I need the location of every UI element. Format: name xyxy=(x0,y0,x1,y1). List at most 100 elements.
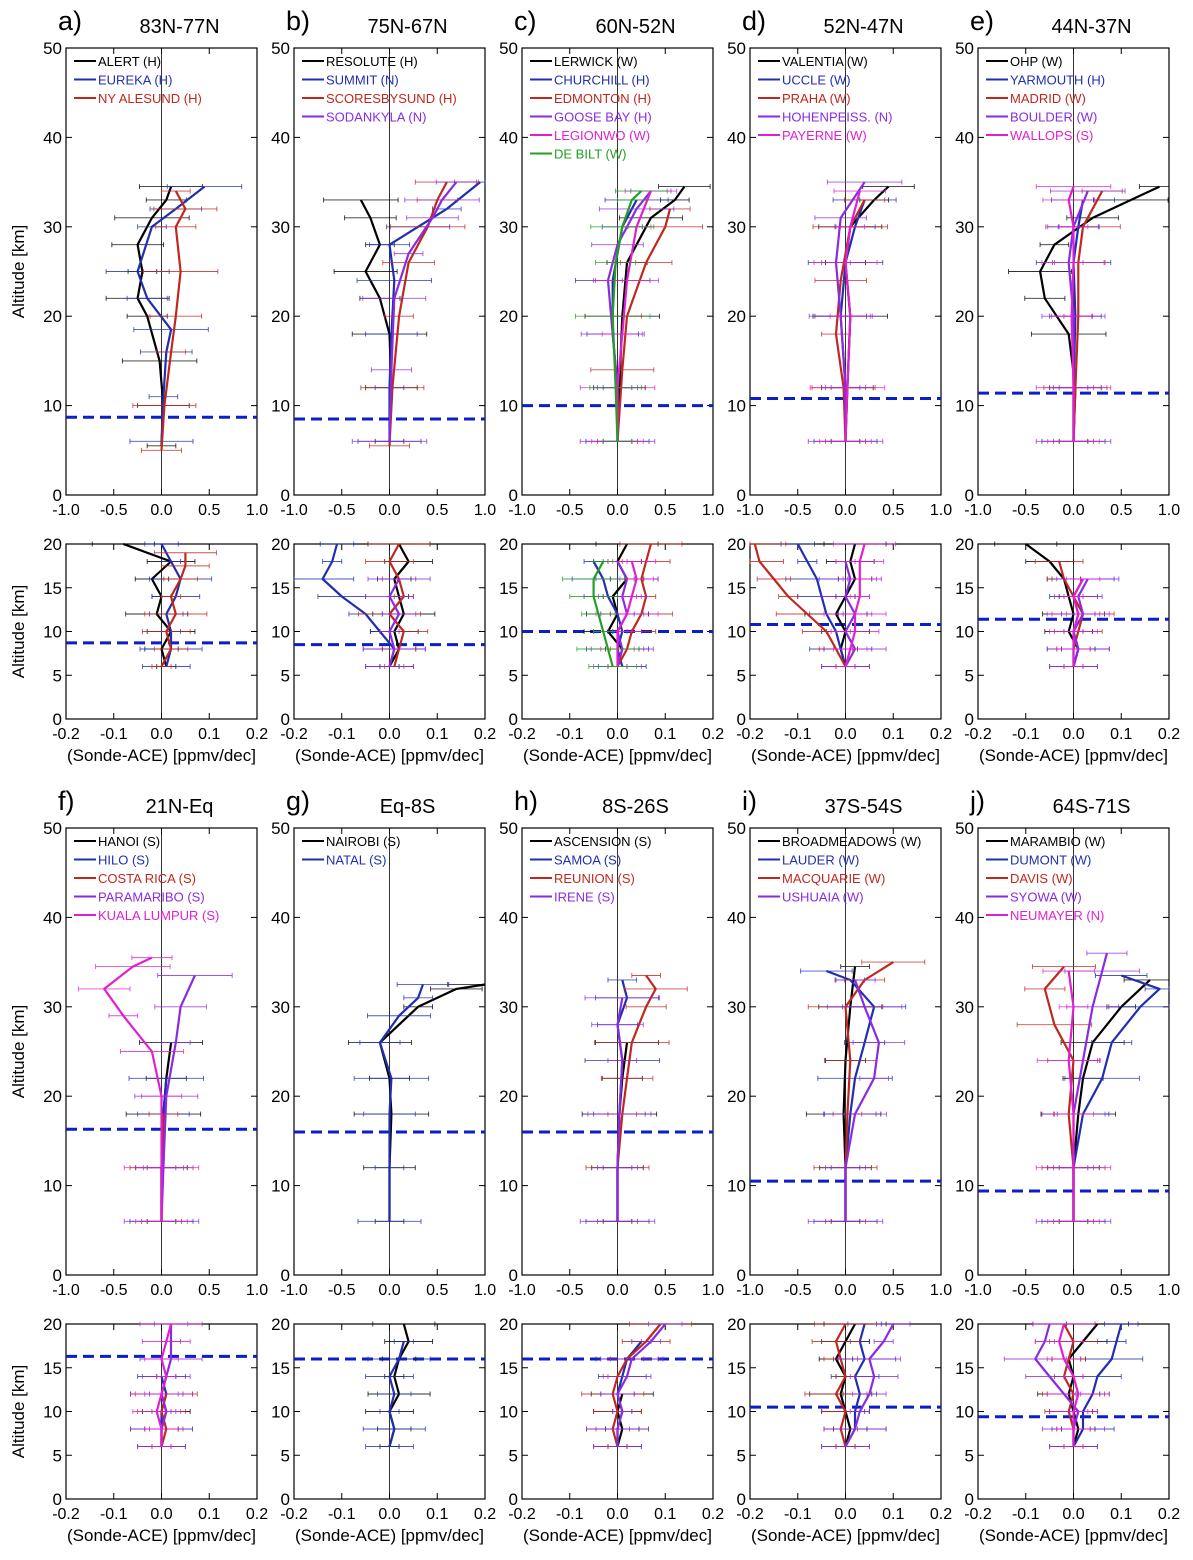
series-line-lower xyxy=(155,1323,173,1447)
x-tick-label: -1.0 xyxy=(736,502,764,519)
series-line-lower xyxy=(592,560,614,667)
y-tick-label: 20 xyxy=(499,535,518,554)
y-tick-label: 0 xyxy=(737,1266,746,1285)
y-tick-label: 10 xyxy=(955,623,974,642)
y-tick-label: 20 xyxy=(499,1315,518,1334)
x-tick-label: 1.0 xyxy=(702,502,724,519)
x-tick-label: 0.2 xyxy=(1158,1506,1180,1523)
legend-label: WALLOPS (S) xyxy=(1010,128,1093,143)
series-line-lower xyxy=(1058,1323,1080,1447)
y-axis-label: Altitude [km] xyxy=(9,1365,28,1459)
series-line-lower xyxy=(753,543,847,668)
x-tick-label: -0.1 xyxy=(556,1506,584,1523)
legend-label: SYOWA (W) xyxy=(1010,890,1082,905)
x-tick-label: 1.0 xyxy=(474,502,496,519)
series-line-upper xyxy=(388,181,458,442)
x-tick-label: -1.0 xyxy=(280,1282,308,1299)
x-tick-label: -0.2 xyxy=(736,726,764,743)
x-axis-label: (Sonde-ACE) [ppmv/dec] xyxy=(67,1526,256,1545)
y-tick-label: 0 xyxy=(737,1490,746,1509)
y-tick-label: 10 xyxy=(955,397,974,416)
legend-label: ALERT (H) xyxy=(98,54,161,69)
y-tick-label: 15 xyxy=(271,1359,290,1378)
x-tick-label: 0.5 xyxy=(1110,502,1132,519)
y-tick-label: 10 xyxy=(271,1403,290,1422)
x-tick-label: -0.1 xyxy=(1012,1506,1040,1523)
y-tick-label: 10 xyxy=(499,1403,518,1422)
series-line-lower xyxy=(122,542,173,667)
legend-label: LERWICK (W) xyxy=(554,54,638,69)
y-tick-label: 5 xyxy=(509,1446,518,1465)
y-tick-label: 10 xyxy=(727,397,746,416)
x-tick-label: 0.0 xyxy=(606,726,628,743)
x-tick-label: 0.5 xyxy=(426,502,448,519)
x-tick-label: -0.5 xyxy=(100,502,128,519)
x-tick-label: 0.2 xyxy=(930,726,952,743)
panel-title: 21N-Eq xyxy=(146,796,214,818)
series-line-upper xyxy=(834,199,866,442)
legend-label: LEGIONWO (W) xyxy=(554,128,650,143)
panel-letter: f) xyxy=(58,786,75,816)
y-tick-label: 50 xyxy=(955,39,974,58)
x-axis-label: (Sonde-ACE) [ppmv/dec] xyxy=(751,746,940,765)
x-tick-label: 0.1 xyxy=(882,1506,904,1523)
y-tick-label: 0 xyxy=(53,1266,62,1285)
y-axis-label: Altitude [km] xyxy=(9,1005,28,1099)
legend-label: UCCLE (W) xyxy=(782,73,851,88)
x-tick-label: -0.2 xyxy=(508,1506,536,1523)
y-tick-label: 20 xyxy=(955,1087,974,1106)
x-tick-label: 0.2 xyxy=(246,1506,268,1523)
y-tick-label: 40 xyxy=(955,128,974,147)
series-line-upper xyxy=(616,997,624,1222)
series-line-lower xyxy=(388,543,405,667)
series-line-lower xyxy=(616,1323,667,1447)
series-line-lower xyxy=(616,543,652,668)
series-line-lower xyxy=(834,1323,847,1447)
legend-label: VALENTIA (W) xyxy=(782,54,868,69)
x-tick-label: 0.2 xyxy=(930,1506,952,1523)
legend-label: MADRID (W) xyxy=(1010,91,1086,106)
legend-label: ASCENSION (S) xyxy=(554,834,652,849)
panel-title: Eq-8S xyxy=(380,796,436,818)
y-tick-label: 5 xyxy=(53,666,62,685)
legend-label: NEUMAYER (N) xyxy=(1010,908,1104,923)
x-tick-label: 0.1 xyxy=(1110,1506,1132,1523)
legend-label: IRENE (S) xyxy=(554,890,615,905)
y-tick-label: 0 xyxy=(281,710,290,729)
legend-label: MACQUARIE (W) xyxy=(782,871,885,886)
y-tick-label: 10 xyxy=(955,1177,974,1196)
series-line-lower xyxy=(1025,543,1080,667)
x-tick-label: -0.2 xyxy=(736,1506,764,1523)
y-tick-label: 0 xyxy=(509,486,518,505)
x-tick-label: 0.5 xyxy=(426,1282,448,1299)
y-tick-label: 20 xyxy=(271,1087,290,1106)
x-axis-label: (Sonde-ACE) [ppmv/dec] xyxy=(67,746,256,765)
x-tick-label: 0.5 xyxy=(882,1282,904,1299)
series-line-lower xyxy=(844,1323,895,1448)
y-tick-label: 30 xyxy=(499,998,518,1017)
x-tick-label: -1.0 xyxy=(964,1282,992,1299)
x-tick-label: -0.2 xyxy=(52,726,80,743)
y-tick-label: 10 xyxy=(271,623,290,642)
x-tick-label: 1.0 xyxy=(1158,1282,1180,1299)
y-tick-label: 10 xyxy=(271,1177,290,1196)
y-tick-label: 30 xyxy=(271,218,290,237)
series-line-upper xyxy=(359,199,393,442)
series-line-upper xyxy=(616,208,672,442)
x-tick-label: 1.0 xyxy=(246,1282,268,1299)
x-tick-label: -0.5 xyxy=(784,1282,812,1299)
series-line-lower xyxy=(321,543,396,667)
x-tick-label: -0.1 xyxy=(1012,726,1040,743)
series-line-upper xyxy=(1072,952,1108,1222)
y-tick-label: 20 xyxy=(727,1087,746,1106)
x-tick-label: -0.5 xyxy=(100,1282,128,1299)
y-tick-label: 10 xyxy=(271,397,290,416)
y-tick-label: 0 xyxy=(53,710,62,729)
x-tick-label: -1.0 xyxy=(964,502,992,519)
